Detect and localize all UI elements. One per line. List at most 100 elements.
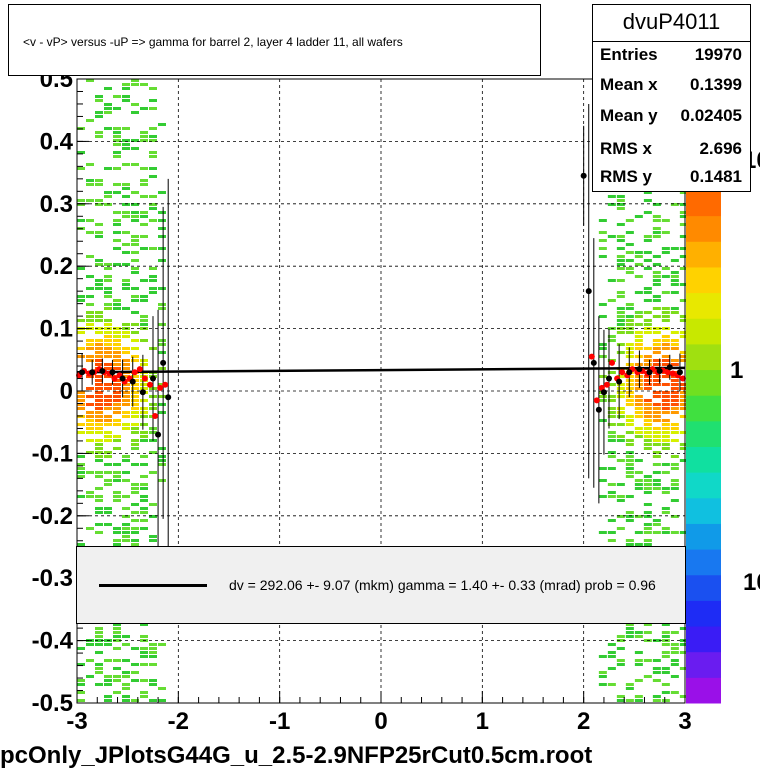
- fit-line: [76, 366, 686, 374]
- heat-cell: [652, 531, 661, 534]
- heat-cell: [607, 203, 616, 206]
- stats-box: dvuP4011 Entries 19970 Mean x 0.1399 Mea…: [592, 4, 751, 192]
- heat-cell: [131, 355, 139, 358]
- heat-cell: [625, 343, 634, 346]
- heat-cell: [598, 355, 607, 358]
- heat-cell: [661, 651, 670, 654]
- heat-cell: [104, 347, 112, 350]
- heat-cell: [158, 403, 166, 406]
- heat-cell: [607, 495, 616, 498]
- heat-cell: [140, 399, 148, 402]
- heat-cell: [113, 383, 121, 386]
- heat-cell: [77, 543, 85, 546]
- heat-cell: [643, 291, 652, 294]
- heat-cell: [122, 351, 130, 354]
- heat-cell: [652, 219, 661, 222]
- fit-line-group: [76, 366, 686, 374]
- heat-cell: [598, 671, 607, 674]
- heat-cell: [86, 495, 94, 498]
- heat-cell: [643, 323, 652, 326]
- heat-cell: [616, 635, 625, 638]
- heat-cell: [616, 239, 625, 242]
- heat-cell: [670, 247, 679, 250]
- heat-cell: [131, 243, 139, 246]
- heat-cell: [661, 683, 670, 686]
- heat-cell: [661, 251, 670, 254]
- heat-cell: [598, 247, 607, 250]
- heat-cell: [670, 275, 679, 278]
- heat-cell: [113, 143, 121, 146]
- heat-cell: [131, 411, 139, 414]
- heat-cell: [104, 659, 112, 662]
- red-point: [136, 366, 143, 373]
- heat-cell: [95, 259, 103, 262]
- x-tick-label: 0: [374, 708, 387, 735]
- heat-cell: [122, 399, 130, 402]
- heat-cell: [598, 219, 607, 222]
- red-point: [679, 375, 686, 382]
- heat-cell: [634, 427, 643, 430]
- heat-cell: [140, 647, 148, 650]
- heat-cell: [122, 127, 130, 130]
- heat-cell: [670, 203, 679, 206]
- heat-cell: [104, 483, 112, 486]
- heat-cell: [661, 347, 670, 350]
- heat-cell: [634, 411, 643, 414]
- heat-cell: [95, 355, 103, 358]
- heat-cell: [661, 315, 670, 318]
- heat-cell: [86, 411, 94, 414]
- heat-cell: [607, 195, 616, 198]
- heat-cell: [652, 483, 661, 486]
- heat-cell: [95, 343, 103, 346]
- heat-cell: [86, 339, 94, 342]
- heat-cell: [661, 439, 670, 442]
- heat-cell: [122, 335, 130, 338]
- stats-row-mean-y: Mean y 0.02405: [600, 106, 742, 130]
- heat-cell: [113, 263, 121, 266]
- heat-cell: [634, 363, 643, 366]
- heat-cell: [616, 259, 625, 262]
- heat-cell: [86, 163, 94, 166]
- heat-cell: [616, 291, 625, 294]
- heat-cell: [616, 695, 625, 698]
- heat-cell: [661, 319, 670, 322]
- heat-cell: [643, 411, 652, 414]
- stats-title: dvuP4011: [622, 9, 721, 34]
- heat-cell: [104, 203, 112, 206]
- heat-cell: [670, 659, 679, 662]
- heat-cell: [652, 523, 661, 526]
- heat-cell: [652, 299, 661, 302]
- heat-cell: [95, 279, 103, 282]
- heat-cell: [158, 287, 166, 290]
- palette-segment: [686, 651, 721, 678]
- palette-segment: [686, 190, 721, 217]
- heat-cell: [113, 355, 121, 358]
- heat-cell: [158, 307, 166, 310]
- heat-cell: [634, 635, 643, 638]
- heat-cell: [616, 395, 625, 398]
- heat-cell: [122, 211, 130, 214]
- heat-cell: [149, 655, 157, 658]
- heat-cell: [158, 211, 166, 214]
- legend-text: dv = 292.06 +- 9.07 (mkm) gamma = 1.40 +…: [229, 577, 656, 593]
- heat-cell: [661, 219, 670, 222]
- heat-cell: [86, 427, 94, 430]
- heat-cell: [661, 631, 670, 634]
- red-point: [111, 375, 118, 382]
- heat-cell: [158, 323, 166, 326]
- heat-cell: [607, 655, 616, 658]
- heat-cell: [625, 303, 634, 306]
- heat-cell: [95, 95, 103, 98]
- heat-cell: [113, 331, 121, 334]
- heat-cell: [104, 435, 112, 438]
- heat-cell: [679, 403, 688, 406]
- heat-cell: [95, 451, 103, 454]
- heat-cell: [679, 267, 688, 270]
- heat-cell: [86, 451, 94, 454]
- heat-cell: [113, 679, 121, 682]
- heat-cell: [643, 511, 652, 514]
- heat-cell: [616, 267, 625, 270]
- palette-segment: [686, 626, 721, 653]
- heat-cell: [679, 331, 688, 334]
- stats-row-mean-x: Mean x 0.1399: [600, 75, 742, 99]
